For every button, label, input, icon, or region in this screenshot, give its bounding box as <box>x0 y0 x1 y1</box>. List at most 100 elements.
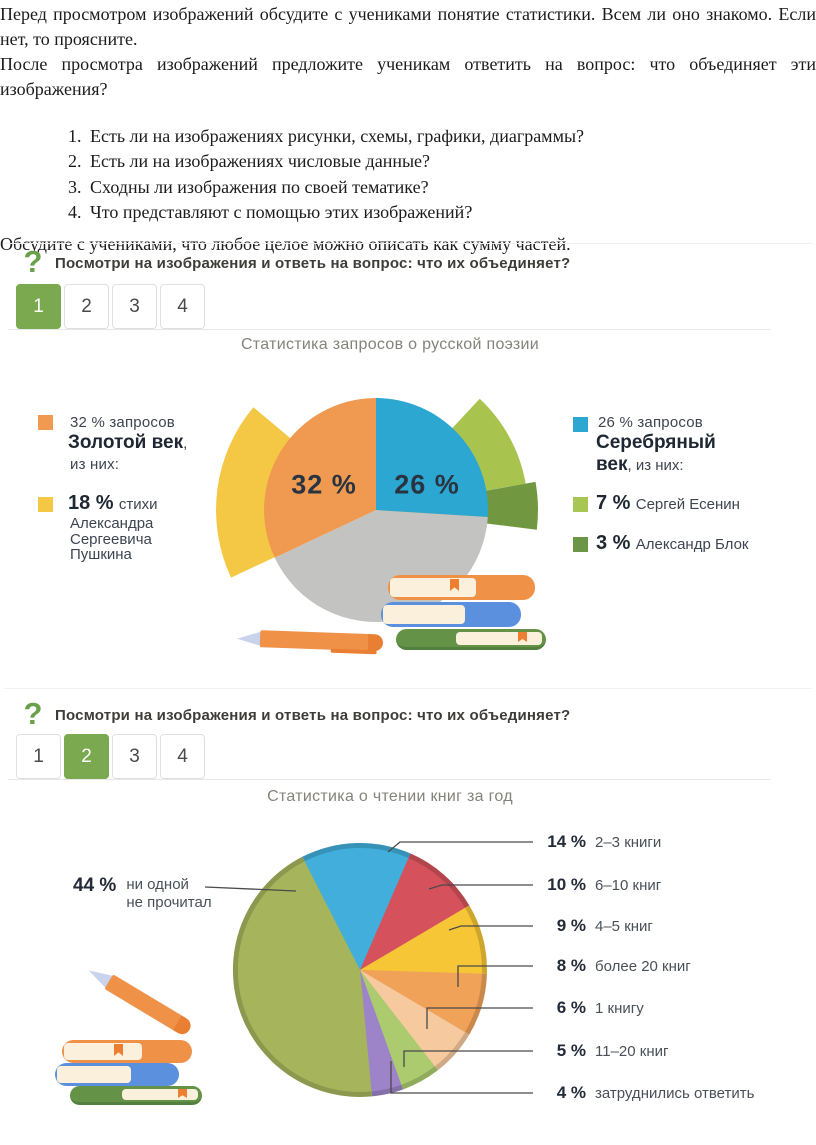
label-text: 6–10 книг <box>595 877 662 894</box>
question-list: Есть ли на изображениях рисунки, схемы, … <box>0 124 816 226</box>
book-pages <box>57 1066 131 1083</box>
legend-blok: 3 % Александр Блок <box>596 532 748 555</box>
question-item-1: Есть ли на изображениях рисунки, схемы, … <box>86 124 816 149</box>
book-pages <box>122 1089 198 1100</box>
widget2-tab-4[interactable]: 4 <box>160 734 205 779</box>
legend-swatch-pushkin <box>38 497 53 512</box>
legend-blok-text: Александр Блок <box>635 536 749 553</box>
reading-label-none: 44 % ни одной не прочитал <box>73 876 212 912</box>
legend-pushkin-line1: Александра <box>70 515 154 532</box>
widget1-tab-4[interactable]: 4 <box>160 284 205 329</box>
widget1-tab-1[interactable]: 1 <box>16 284 61 329</box>
widget2-tab-2[interactable]: 2 <box>64 734 109 779</box>
label-pct: 4 % <box>556 1083 586 1102</box>
legend-esenin: 7 % Сергей Есенин <box>596 492 740 515</box>
legend-golden-name: Золотой век, <box>68 432 187 454</box>
queries-pie-slice <box>376 398 489 517</box>
legend-golden-line3: из них: <box>70 456 120 473</box>
legend-silver-line1: 26 % запросов <box>598 414 703 431</box>
reading-label-row: 4 % затруднились ответить <box>540 1082 755 1104</box>
legend-silver-name2-suffix: , из них: <box>627 457 684 474</box>
pen-cap <box>367 633 384 652</box>
legend-pushkin-line3: Пушкина <box>70 546 132 563</box>
label-text: затруднились ответить <box>595 1085 755 1102</box>
label-text: 4–5 книг <box>595 918 653 935</box>
leader-line-4 <box>426 1007 533 1029</box>
widget2-tab-underline <box>8 779 770 780</box>
legend-pushkin-pct: 18 % стихи <box>68 492 158 515</box>
legend-swatch-esenin <box>573 497 588 512</box>
book-pages <box>390 578 476 597</box>
widget2-tab-3[interactable]: 3 <box>112 734 157 779</box>
label-text: 1 книгу <box>595 1000 644 1017</box>
reading-pie-slice <box>360 970 482 1033</box>
widget2-top-border <box>4 688 812 689</box>
widget1-chart-title: Статистика запросов о русской поэзии <box>240 336 540 353</box>
reading-label-none-line2: не прочитал <box>126 894 212 911</box>
reading-pie-svg <box>204 841 533 1097</box>
reading-pie-slice <box>360 970 435 1085</box>
book-pages <box>383 605 465 624</box>
reading-pie-slice <box>360 907 482 974</box>
label-pct: 14 % <box>547 832 586 851</box>
label-text: 11–20 книг <box>595 1043 669 1060</box>
bookmark-icon <box>450 579 459 591</box>
closing-paragraph: Обсудите с учениками, что любое целое мо… <box>0 233 571 254</box>
reading-label-row: 5 % 11–20 книг <box>540 1040 669 1062</box>
legend-esenin-text: Сергей Есенин <box>635 496 740 513</box>
leader-line-5 <box>403 1050 533 1067</box>
widget2-chart-title: Статистика о чтении книг за год <box>267 788 513 805</box>
widget1-tab-2[interactable]: 2 <box>64 284 109 329</box>
legend-swatch-blok <box>573 537 588 552</box>
legend-pushkin-pct-value: 18 % <box>68 492 114 514</box>
bookmark-icon <box>178 1089 187 1098</box>
legend-silver-name2: век, из них: <box>596 454 684 476</box>
bookmark-icon <box>114 1044 123 1056</box>
reading-pie-slice <box>304 847 409 970</box>
question-mark-icon: ? <box>23 696 43 731</box>
book-blue <box>381 602 521 627</box>
reading-label-none-pct: 44 % <box>73 875 117 896</box>
legend-swatch-silver <box>573 417 588 432</box>
leader-line-6 <box>390 1061 533 1094</box>
queries-pie-slice <box>264 398 376 558</box>
intro-paragraph-2: После просмотра изображений предложите у… <box>0 54 816 99</box>
widget2-prompt: Посмотри на изображения и ответь на вопр… <box>55 707 571 724</box>
legend-pushkin-pct-suffix: стихи <box>118 496 158 513</box>
widget2-tab-bar: 1 2 3 4 <box>16 734 205 779</box>
leader-line-2 <box>448 925 533 931</box>
label-pct: 8 % <box>556 956 586 975</box>
question-item-2: Есть ли на изображениях числовые данные? <box>86 149 816 174</box>
book-pages <box>456 632 542 645</box>
label-text: более 20 книг <box>595 958 691 975</box>
widget1-top-border <box>4 243 812 244</box>
pie-chart-queries: 32 % 26 % 32 % запросов Золотой век, из … <box>0 358 816 688</box>
widget1-prompt: Посмотри на изображения и ответь на вопр… <box>55 255 571 272</box>
widget1-tab-3[interactable]: 3 <box>112 284 157 329</box>
reading-label-row: 8 % более 20 книг <box>540 955 691 977</box>
legend-silver-name2-text: век <box>596 454 628 475</box>
leader-line-3 <box>457 965 533 987</box>
label-pct: 6 % <box>556 998 586 1017</box>
label-text: 2–3 книги <box>595 834 662 851</box>
book-green <box>396 629 546 650</box>
reading-label-row: 10 % 6–10 книг <box>540 874 661 896</box>
question-mark-icon: ? <box>23 244 43 279</box>
legend-silver-name1: Серебряный <box>596 432 716 453</box>
question-item-4: Что представляют с помощью этих изображе… <box>86 200 816 225</box>
legend-golden-name-suffix: , <box>183 435 188 452</box>
reading-pie-slice <box>237 861 372 1093</box>
widget2-tab-1[interactable]: 1 <box>16 734 61 779</box>
legend-pushkin-line2: Сергеевича <box>70 530 152 548</box>
book-orange <box>62 1040 192 1063</box>
bookmark-icon <box>518 632 527 642</box>
label-pct: 10 % <box>547 875 586 894</box>
reading-label-none-text: ни одной не прочитал <box>126 876 211 912</box>
label-pct: 9 % <box>556 916 586 935</box>
legend-swatch-golden <box>38 415 53 430</box>
label-pct: 5 % <box>556 1041 586 1060</box>
leader-line-1 <box>428 884 533 890</box>
book-blue <box>55 1063 179 1086</box>
pen-body <box>259 630 371 652</box>
reading-label-row: 6 % 1 книгу <box>540 997 644 1019</box>
